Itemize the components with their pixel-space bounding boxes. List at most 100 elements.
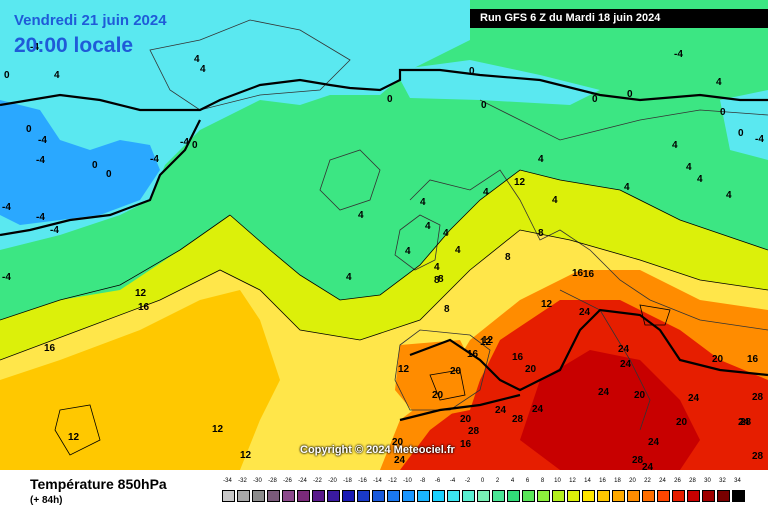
- isotherm-label: 12: [514, 177, 526, 188]
- isotherm-label: 4: [455, 245, 461, 256]
- isotherm-label: 12: [240, 450, 252, 461]
- isotherm-label: 0: [720, 107, 726, 118]
- color-scale-swatch: [327, 490, 340, 502]
- color-scale-swatch: [672, 490, 685, 502]
- color-scale-label: 22: [644, 478, 651, 484]
- isotherm-label: 0: [469, 66, 475, 77]
- isotherm-label: 24: [598, 387, 610, 398]
- color-scale-label: -12: [388, 478, 397, 484]
- color-scale-swatch: [552, 490, 565, 502]
- isotherm-label: -4: [36, 212, 45, 223]
- isotherm-label: 12: [212, 424, 224, 435]
- color-scale-label: 16: [599, 478, 606, 484]
- color-scale-label: 10: [554, 478, 561, 484]
- coastlines: [149, 19, 768, 431]
- isotherm-lines: [0, 68, 768, 422]
- color-scale-label: 12: [569, 478, 576, 484]
- color-scale-label: -14: [373, 478, 382, 484]
- very-hot-core: [520, 350, 700, 470]
- isotherm-label: 8: [538, 228, 544, 239]
- isotherm-label: 24: [579, 307, 591, 318]
- isotherm-label: 8: [438, 274, 444, 285]
- field-title: Température 850hPa: [30, 476, 167, 492]
- color-scale-swatch: [312, 490, 325, 502]
- color-scale-swatch: [732, 490, 745, 502]
- color-scale-label: 4: [510, 478, 515, 484]
- isotherm-label: 0: [592, 94, 598, 105]
- isotherm-label: 24: [738, 417, 750, 428]
- isotherm-label: 4: [697, 174, 703, 185]
- isotherm-label: 20: [525, 364, 537, 375]
- copyright-notice: Copyright © 2024 Meteociel.fr: [300, 444, 455, 456]
- isotherm-label: 28: [632, 455, 644, 466]
- isotherm-label: 0: [92, 160, 98, 171]
- color-scale-swatch: [687, 490, 700, 502]
- color-scale-bar: [222, 490, 747, 502]
- color-scale-label: 2: [495, 478, 500, 484]
- color-scale-swatch: [342, 490, 355, 502]
- isotherm-label: 24: [688, 393, 700, 404]
- isotherm-label: 12: [480, 337, 492, 348]
- isotherm-label: 4: [726, 190, 732, 201]
- hot-zone: [0, 290, 280, 470]
- color-scale-label: -16: [358, 478, 367, 484]
- isotherm-label: 0: [106, 169, 112, 180]
- isotherm-label: 0: [627, 89, 633, 100]
- isotherm-label: -4: [674, 49, 683, 60]
- isotherm-label: 24: [620, 359, 632, 370]
- isotherm-label: 24: [495, 405, 507, 416]
- color-scale-swatch: [252, 490, 265, 502]
- color-scale-label: 18: [614, 478, 621, 484]
- isotherm-label: 4: [716, 77, 722, 88]
- color-scale-label: 24: [659, 478, 666, 484]
- isotherm-label: -4: [180, 137, 189, 148]
- color-scale-swatch: [567, 490, 580, 502]
- color-scale-swatch: [582, 490, 595, 502]
- color-scale-swatch: [537, 490, 550, 502]
- color-scale-label: -6: [434, 478, 441, 484]
- isotherm-label: 20: [634, 390, 646, 401]
- isotherm-label: 4: [54, 70, 60, 81]
- isotherm-label: 20: [712, 354, 724, 365]
- forecast-local-time: 20:00 locale: [14, 34, 134, 57]
- color-scale-label: -24: [298, 478, 307, 484]
- color-scale-swatch: [222, 490, 235, 502]
- isotherm-label: -4: [150, 154, 159, 165]
- isotherm-label: 4: [686, 162, 692, 173]
- isotherm-label: 0: [192, 140, 198, 151]
- color-scale-label: -26: [283, 478, 292, 484]
- isotherm-label: 24: [642, 462, 654, 470]
- isotherm-label: 8: [434, 275, 440, 286]
- color-scale-label: -10: [403, 478, 412, 484]
- color-scale-swatch: [657, 490, 670, 502]
- isotherm-label: 4: [358, 210, 364, 221]
- color-scale-label: 20: [629, 478, 636, 484]
- color-scale-swatch: [477, 490, 490, 502]
- color-scale-label: -28: [268, 478, 277, 484]
- color-scale-swatch: [627, 490, 640, 502]
- color-scale-swatch: [297, 490, 310, 502]
- isotherm-label: 16: [467, 349, 479, 360]
- color-scale-label: 6: [525, 478, 530, 484]
- color-scale-label: 26: [674, 478, 681, 484]
- isotherm-label: 16: [138, 302, 150, 313]
- isotherm-label: 16: [572, 268, 584, 279]
- isotherm-label: 4: [624, 182, 630, 193]
- legend-footer: Température 850hPa (+ 84h) -34 -32 -30 -28-…: [0, 470, 768, 512]
- color-scale-swatch: [597, 490, 610, 502]
- color-scale-label: -8: [419, 478, 426, 484]
- isotherm-label: 24: [532, 404, 544, 415]
- isotherm-label: 4: [425, 221, 431, 232]
- color-scale-swatch: [357, 490, 370, 502]
- color-scale-swatch: [492, 490, 505, 502]
- forecast-date: Vendredi 21 juin 2024: [14, 12, 167, 29]
- color-scale-swatch: [387, 490, 400, 502]
- isotherm-label: 0: [387, 94, 393, 105]
- isotherm-label: 12: [135, 288, 147, 299]
- isotherm-label: 4: [483, 187, 489, 198]
- isotherm-label: 16: [44, 343, 56, 354]
- isotherm-label: 28: [752, 451, 764, 462]
- isotherm-thin: [0, 169, 768, 456]
- isotherm-label: 4: [434, 262, 440, 273]
- isotherm-label: 28: [752, 392, 764, 403]
